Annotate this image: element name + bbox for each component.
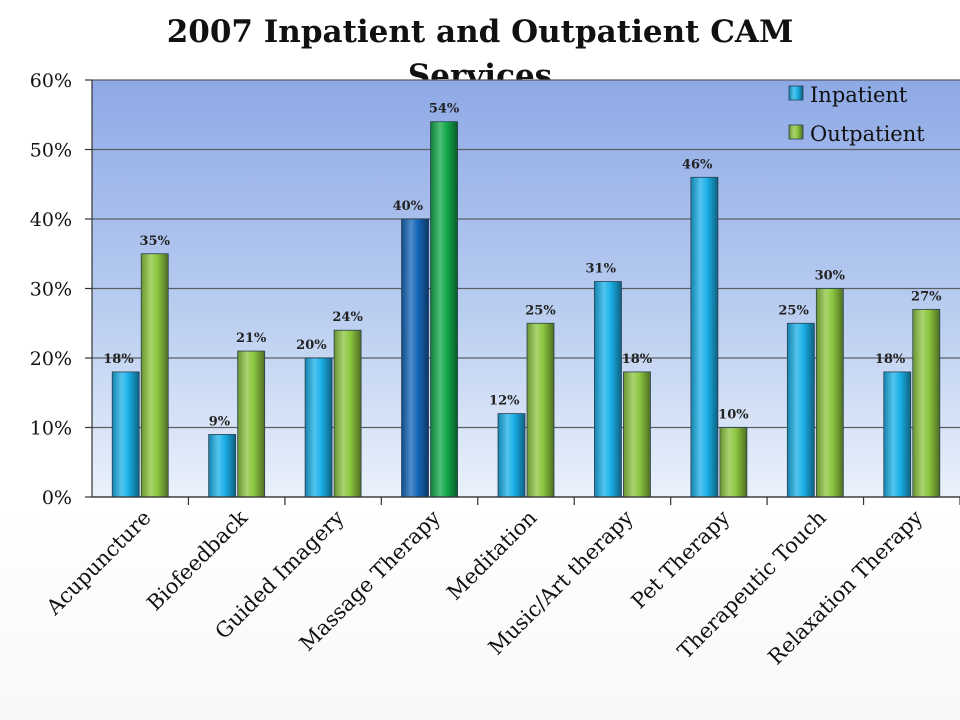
bar-outpatient [815,288,844,498]
bar-outpatient [430,121,458,498]
data-label: 54% [429,102,460,117]
data-label: 35% [139,234,170,249]
data-label: 18% [103,352,134,367]
bar-outpatient [140,253,169,498]
data-labels: 18% 35% 9% 21% 20% 24% 40% 54% 12% 25% 31% 18% 46% 10… [103,102,942,430]
data-label: 30% [815,269,846,284]
data-label: 10% [718,408,749,423]
category-label: Acupuncture [41,506,156,621]
bar-inpatient [401,218,429,498]
data-label: 25% [778,303,809,318]
data-label: 18% [875,352,906,367]
legend-label-inpatient: Inpatient [810,83,908,107]
bar-outpatient [912,308,941,498]
data-label: 12% [489,394,520,409]
bar-outpatient [333,329,362,498]
bar-inpatient [111,371,140,498]
data-label: 31% [585,262,616,277]
data-label: 25% [525,303,556,318]
bar-inpatient [497,413,526,498]
data-label: 9% [209,414,231,429]
bar-inpatient [690,176,719,498]
legend-swatch-inpatient [788,85,804,101]
data-label: 18% [622,352,653,367]
y-tick-label: 30% [30,279,72,301]
data-label: 24% [332,310,363,325]
legend: Inpatient Outpatient [788,83,925,146]
chart-title: 2007 Inpatient and Outpatient CAM Servic… [166,14,794,94]
bar-outpatient [237,350,266,498]
data-label: 20% [296,338,327,353]
bar-inpatient [304,357,333,498]
bar-inpatient [594,281,622,498]
category-label: Biofeedback [142,505,252,615]
bar-outpatient [623,371,651,498]
data-label: 21% [236,331,267,346]
y-tick-label: 60% [30,70,72,92]
bar-inpatient [883,371,912,498]
legend-label-outpatient: Outpatient [810,122,925,146]
legend-swatch-outpatient [788,124,804,140]
category-label: Meditation [442,506,541,605]
bar-inpatient [786,322,815,498]
data-label: 27% [911,289,942,304]
y-tick-label: 10% [30,418,72,440]
bar-inpatient [208,434,237,498]
y-tick-label: 50% [30,140,72,162]
y-tick-label: 0% [42,487,72,509]
category-label: Pet Therapy [627,505,735,613]
y-tick-label: 40% [30,209,72,231]
data-label: 46% [682,157,713,172]
bar-outpatient [526,322,555,498]
y-tick-label: 20% [30,348,72,370]
bars [111,121,941,498]
bar-outpatient [719,427,748,498]
data-label: 40% [393,199,424,214]
